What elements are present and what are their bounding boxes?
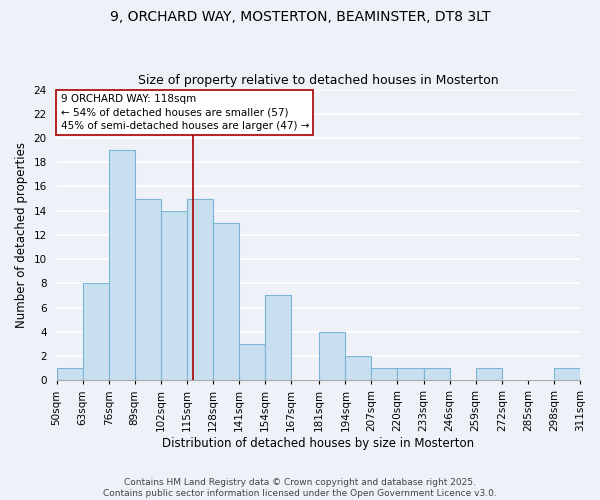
Bar [476,368,502,380]
Bar [371,368,397,380]
Bar [213,223,239,380]
X-axis label: Distribution of detached houses by size in Mosterton: Distribution of detached houses by size … [162,437,475,450]
Bar [187,198,213,380]
Bar [424,368,449,380]
Title: Size of property relative to detached houses in Mosterton: Size of property relative to detached ho… [138,74,499,87]
Bar [109,150,135,380]
Bar [239,344,265,381]
Bar [397,368,424,380]
Bar [161,210,187,380]
Bar [319,332,346,380]
Y-axis label: Number of detached properties: Number of detached properties [15,142,28,328]
Text: Contains HM Land Registry data © Crown copyright and database right 2025.
Contai: Contains HM Land Registry data © Crown c… [103,478,497,498]
Bar [265,296,291,380]
Bar [83,284,109,380]
Bar [346,356,371,380]
Bar [135,198,161,380]
Bar [554,368,580,380]
Bar [56,368,83,380]
Text: 9 ORCHARD WAY: 118sqm
← 54% of detached houses are smaller (57)
45% of semi-deta: 9 ORCHARD WAY: 118sqm ← 54% of detached … [61,94,309,131]
Text: 9, ORCHARD WAY, MOSTERTON, BEAMINSTER, DT8 3LT: 9, ORCHARD WAY, MOSTERTON, BEAMINSTER, D… [110,10,490,24]
